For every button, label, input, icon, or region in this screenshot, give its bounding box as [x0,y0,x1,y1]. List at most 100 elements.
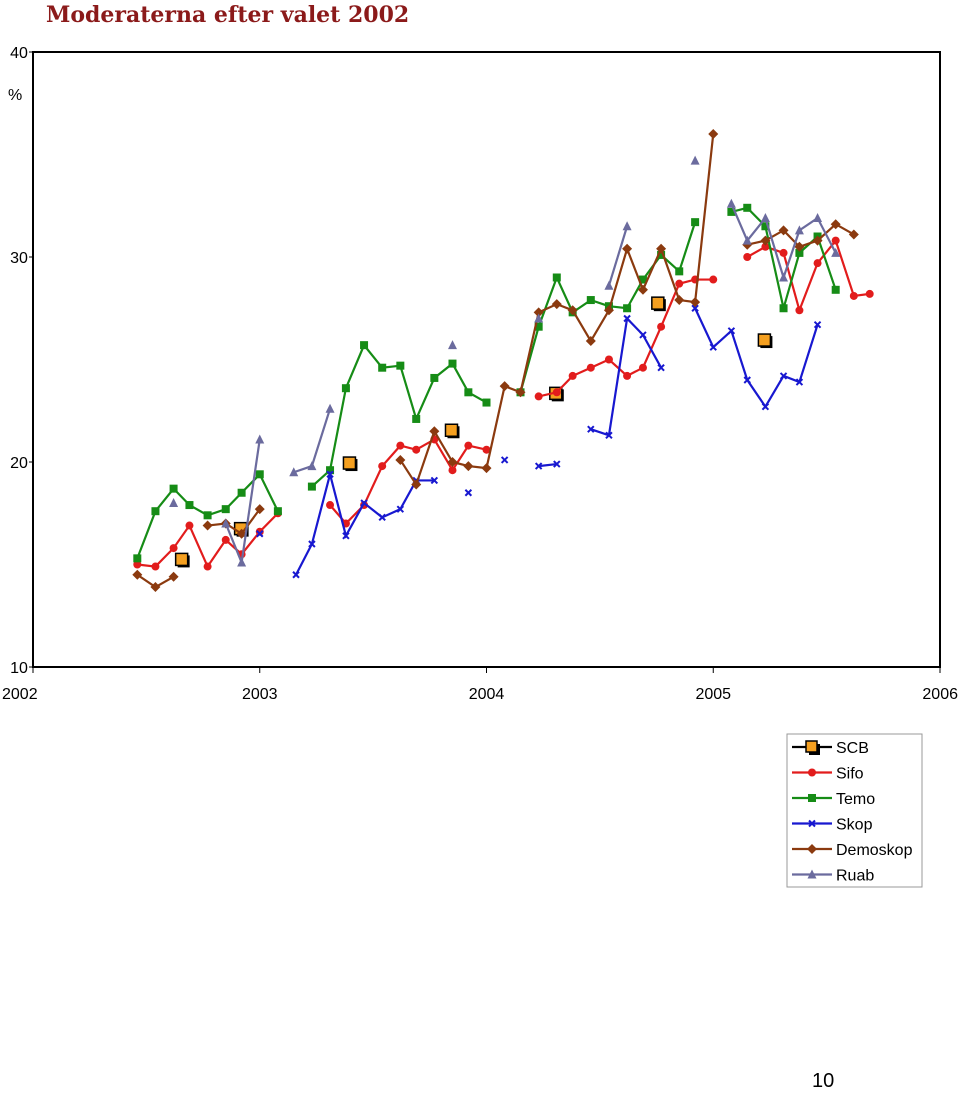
series-sifo [133,236,874,571]
data-point [326,470,334,479]
data-point [464,441,473,450]
data-point [690,297,701,308]
data-point [757,333,773,349]
data-point [396,505,405,513]
data-point [429,426,440,437]
data-point [808,794,816,802]
series-skop [256,304,822,579]
data-point [533,307,544,318]
data-point [500,456,509,464]
legend-box [786,733,923,888]
data-point [849,291,858,300]
series-demoskop [132,129,859,593]
data-point [255,434,265,444]
data-point [622,243,633,254]
legend-label: Demoskop [836,842,913,859]
legend-item-ruab: Ruab [792,868,874,885]
data-point [307,482,316,491]
legend-item-temo: Temo [792,791,875,808]
data-point [430,373,439,382]
data-point [831,247,841,257]
data-point [273,507,282,516]
data-point [623,314,631,323]
data-point [656,243,667,254]
data-point [552,388,561,397]
data-point [395,454,406,465]
data-point [411,479,422,490]
y-tick-label: 40 [10,45,28,62]
data-point [185,521,194,530]
data-point [534,462,543,470]
data-point [482,398,491,407]
data-point [482,445,491,454]
data-point [657,250,666,259]
data-point [637,284,648,295]
data-point [307,461,317,471]
data-point [221,535,230,544]
data-point [255,470,264,479]
data-point [221,518,231,528]
data-point [675,279,684,288]
legend-item-demoskop: Demoskop [792,842,913,859]
data-point [447,340,457,350]
data-point [726,198,736,208]
data-point [727,207,736,216]
data-point [779,272,789,282]
data-point [603,305,614,316]
data-point [761,402,770,411]
chart-title: Moderaterna efter valet 2002 [46,2,409,28]
data-point [360,341,369,350]
data-point [342,532,350,540]
data-point [743,203,752,212]
data-point [133,560,142,569]
series-temo [133,203,840,563]
data-point [481,463,492,474]
legend-label: Ruab [836,868,874,885]
series-line [607,225,629,287]
data-point [534,313,544,323]
data-point [848,229,859,240]
data-point [760,235,771,246]
y-axis-label: % [8,87,22,104]
data-point [132,569,143,580]
data-point [289,467,299,477]
x-tick-label: 2004 [469,686,505,703]
data-point [169,498,179,507]
series-line [746,238,870,314]
legend-label: Sifo [836,766,864,783]
data-point [256,530,264,538]
series-line [694,307,819,409]
page-number: 10 [812,1070,835,1092]
data-point [378,513,386,522]
data-point [151,562,160,571]
data-point [378,363,387,372]
data-point [813,320,822,329]
data-point [202,520,213,531]
data-point [795,378,804,386]
data-point [807,844,817,854]
data-point [534,392,543,401]
y-tick-label: 20 [10,455,28,472]
data-point [586,363,595,372]
data-point [553,460,561,468]
series-line [295,469,435,576]
data-point [657,363,665,372]
data-point [831,236,840,245]
data-point [255,527,264,536]
data-point [813,259,822,268]
data-point [760,213,770,223]
data-point [412,414,421,423]
x-axis: 2002 2003 2004 2005 2006 [2,667,958,703]
data-point [342,456,358,472]
data-point [651,296,666,312]
data-point [430,476,439,485]
legend-item-skop: Skop [792,817,873,834]
data-point [742,235,752,245]
data-point [464,489,473,497]
data-point [463,461,474,472]
data-point [499,381,510,392]
data-point [360,499,368,507]
data-point [133,554,142,563]
data-point [830,219,841,230]
